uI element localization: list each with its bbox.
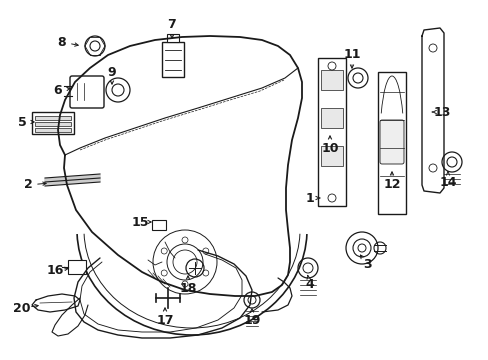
Text: 18: 18: [179, 282, 196, 294]
Text: 17: 17: [156, 314, 173, 327]
FancyBboxPatch shape: [320, 146, 342, 166]
Text: 15: 15: [131, 216, 148, 229]
Text: 11: 11: [343, 49, 360, 62]
Text: 7: 7: [167, 18, 176, 31]
FancyBboxPatch shape: [68, 260, 86, 274]
Text: 9: 9: [107, 66, 116, 78]
Text: 5: 5: [18, 116, 26, 129]
FancyBboxPatch shape: [377, 72, 405, 214]
Polygon shape: [45, 175, 100, 185]
FancyBboxPatch shape: [35, 122, 71, 126]
FancyBboxPatch shape: [35, 128, 71, 132]
Text: 1: 1: [305, 192, 314, 204]
Text: 12: 12: [383, 179, 400, 192]
FancyBboxPatch shape: [317, 58, 346, 206]
Text: 10: 10: [321, 141, 338, 154]
FancyBboxPatch shape: [70, 76, 104, 108]
Text: 20: 20: [13, 302, 31, 315]
Text: 8: 8: [58, 36, 66, 49]
Text: 2: 2: [23, 179, 32, 192]
FancyBboxPatch shape: [379, 120, 403, 164]
Text: 13: 13: [432, 105, 450, 118]
FancyBboxPatch shape: [152, 220, 165, 230]
Text: 6: 6: [54, 84, 62, 96]
Text: 14: 14: [438, 175, 456, 189]
Text: 3: 3: [363, 258, 371, 271]
Text: 19: 19: [243, 314, 260, 327]
FancyBboxPatch shape: [167, 34, 179, 42]
FancyBboxPatch shape: [162, 42, 183, 77]
FancyBboxPatch shape: [35, 116, 71, 120]
FancyBboxPatch shape: [320, 70, 342, 90]
Text: 4: 4: [305, 279, 314, 292]
Text: 16: 16: [46, 264, 63, 276]
FancyBboxPatch shape: [320, 108, 342, 128]
FancyBboxPatch shape: [32, 112, 74, 134]
